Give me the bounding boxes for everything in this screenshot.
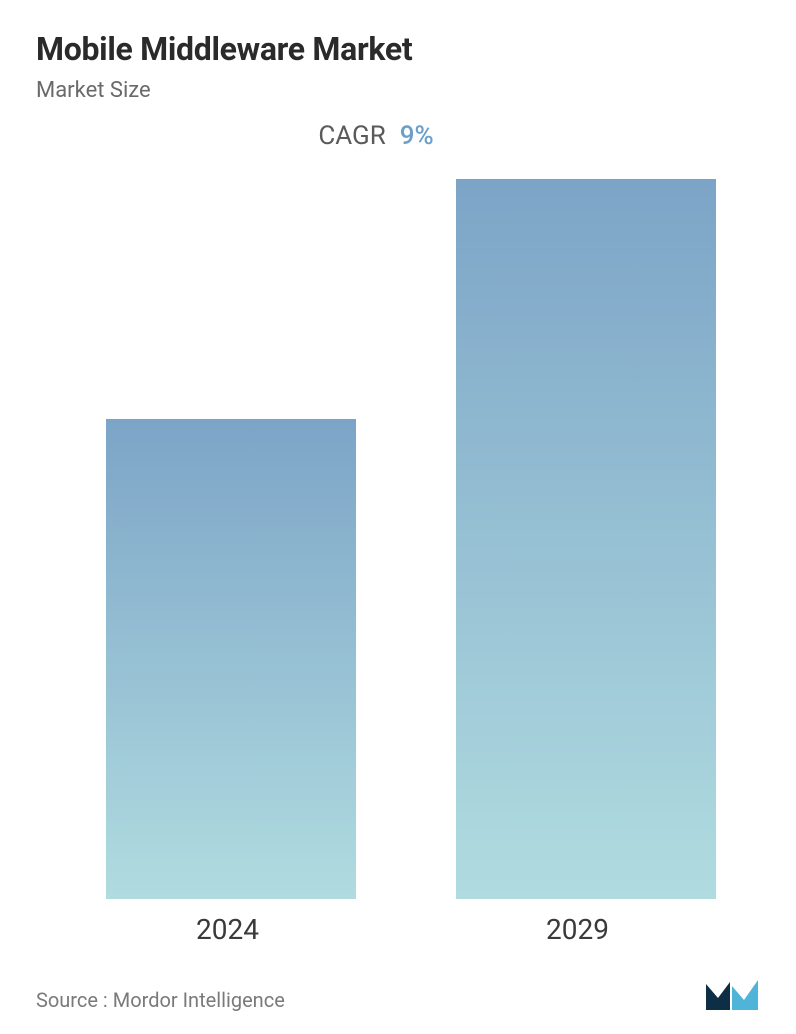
chart-subtitle: Market Size [36, 78, 760, 103]
footer: Source : Mordor Intelligence [36, 976, 760, 1012]
bar-chart-svg [66, 179, 766, 899]
cagr-row: CAGR 9% [36, 121, 716, 151]
cagr-label: CAGR [318, 121, 385, 151]
bar-2024 [106, 419, 356, 899]
cagr-value: 9% [400, 121, 434, 151]
source-text: Source : Mordor Intelligence [36, 988, 285, 1012]
chart-title: Mobile Middleware Market [36, 30, 760, 68]
mordor-logo-icon [704, 976, 760, 1012]
bar-2029 [456, 179, 716, 899]
x-label-2024: 2024 [196, 913, 259, 946]
x-label-2029: 2029 [546, 913, 609, 946]
bar-chart-area [66, 179, 766, 899]
